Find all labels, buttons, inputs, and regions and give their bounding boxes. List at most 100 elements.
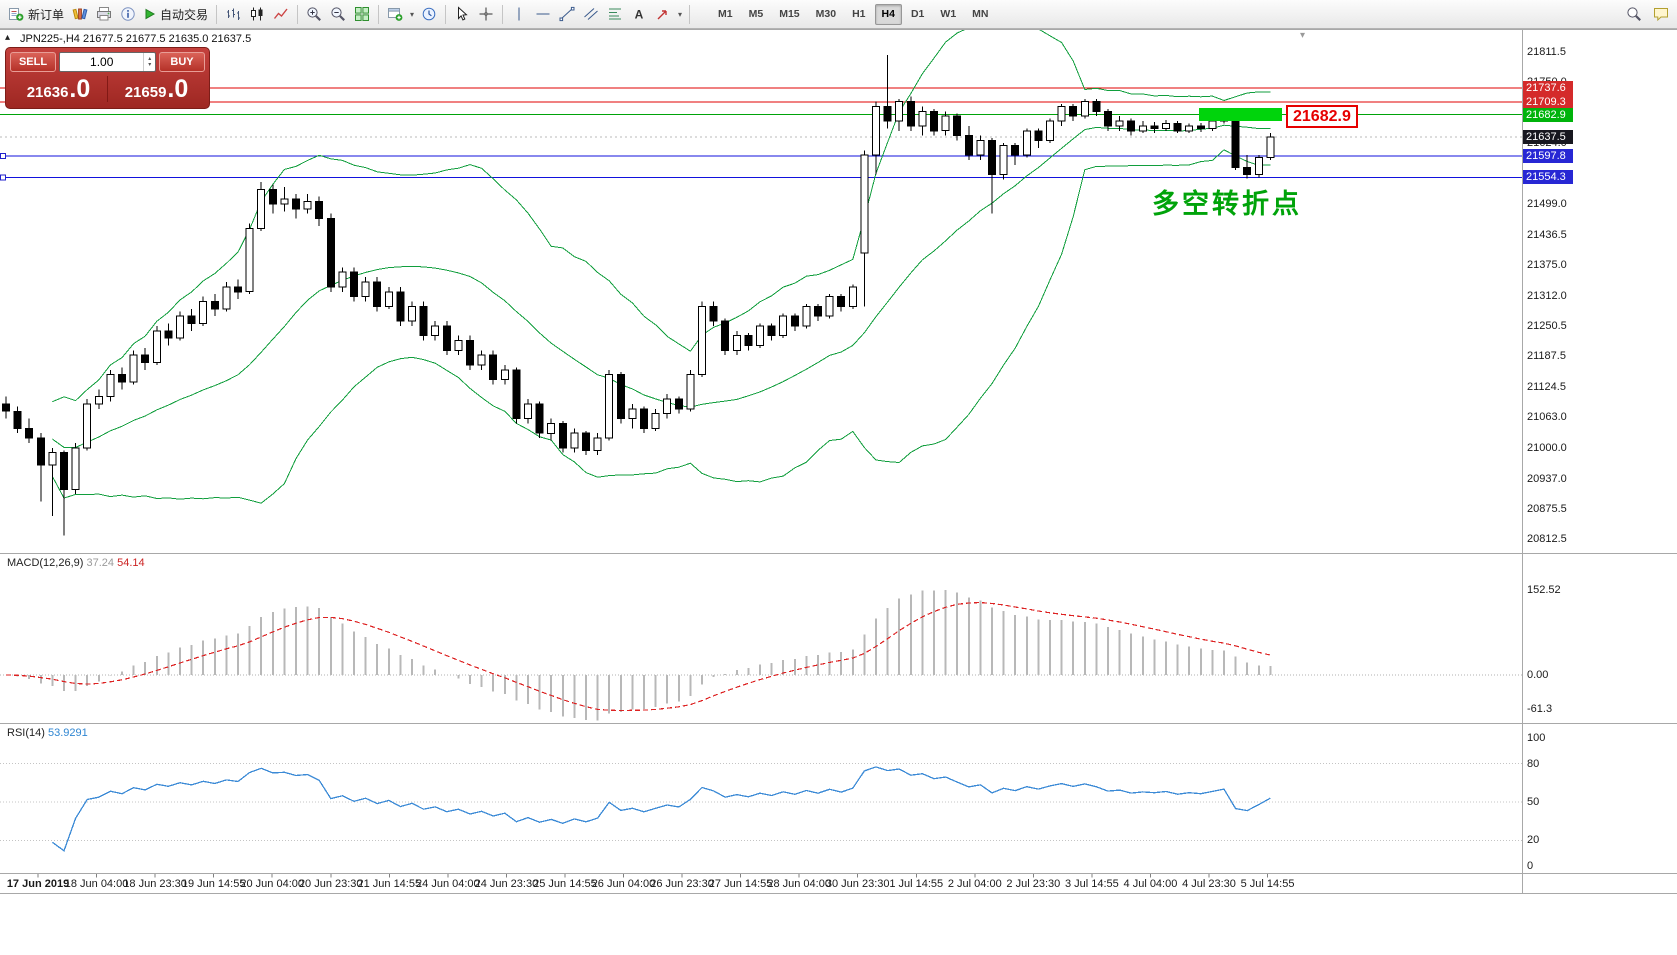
candle-body xyxy=(524,403,532,419)
horizontal-line-tool-icon[interactable] xyxy=(531,3,555,26)
macd-signal-value: 54.14 xyxy=(117,557,145,569)
candle-body xyxy=(1011,144,1020,156)
candle-body xyxy=(964,135,973,156)
search-icon[interactable] xyxy=(1622,3,1646,26)
timeframe-w1-button[interactable]: W1 xyxy=(940,8,957,20)
toolbar-separator xyxy=(689,4,691,24)
line-anchor-handle[interactable] xyxy=(0,174,6,181)
annotation-text: 多空转折点 xyxy=(1152,189,1302,219)
sell-button[interactable]: SELL xyxy=(10,52,56,72)
info-icon[interactable] xyxy=(116,3,140,26)
oneclick-collapse-icon[interactable]: ▴ xyxy=(5,32,11,43)
new-order-button[interactable]: 新订单 xyxy=(4,3,68,26)
arrow-tool-icon[interactable] xyxy=(651,3,675,26)
candle-body xyxy=(767,325,776,337)
toolbar-separator xyxy=(445,4,447,24)
fibonacci-tool-icon[interactable] xyxy=(603,3,627,26)
text-tool-icon[interactable]: A xyxy=(627,3,651,26)
chart-shift-marker-icon[interactable]: ▾ xyxy=(1300,30,1306,41)
line-anchor-handle[interactable] xyxy=(0,153,6,160)
candle-body xyxy=(454,340,463,351)
macd-pane xyxy=(0,590,1522,721)
candlestick-chart-icon[interactable] xyxy=(245,3,269,26)
line-chart-icon[interactable] xyxy=(269,3,293,26)
candle-body xyxy=(83,403,92,449)
rsi-indicator-label: RSI(14) 53.9291 xyxy=(7,727,88,739)
candle-body xyxy=(837,296,846,307)
candle-body xyxy=(999,144,1008,176)
candle-body xyxy=(593,437,602,451)
toolbar: 新订单 自动交易 ▾ A ▾ M1 M5 M15 M30 H1 H4 D1 W1 MN xyxy=(0,0,1677,29)
zoom-in-icon[interactable] xyxy=(302,3,326,26)
timeframe-m30-button[interactable]: M30 xyxy=(815,8,837,20)
price-callout-label: 21682.9 xyxy=(1286,105,1358,128)
price-divider xyxy=(107,76,108,102)
candle-body xyxy=(1092,101,1101,112)
shapes-dropdown-icon[interactable]: ▾ xyxy=(678,9,683,19)
vertical-line-tool-icon[interactable] xyxy=(507,3,531,26)
bar-chart-icon[interactable] xyxy=(221,3,245,26)
candle-body xyxy=(860,154,869,254)
candle-body xyxy=(13,410,22,429)
candle-body xyxy=(489,354,498,381)
new-chart-icon[interactable] xyxy=(383,3,407,26)
volume-spinner[interactable]: ▴ ▾ xyxy=(143,53,155,71)
timeframe-m5-button[interactable]: M5 xyxy=(748,8,764,20)
trendline-tool-icon[interactable] xyxy=(555,3,579,26)
candle-body xyxy=(640,408,648,429)
print-icon[interactable] xyxy=(92,3,116,26)
timeframe-h1-button[interactable]: H1 xyxy=(852,8,866,20)
candle-body xyxy=(245,227,254,293)
cursor-icon[interactable] xyxy=(450,3,474,26)
candle-body xyxy=(234,286,242,293)
volume-up-icon[interactable]: ▴ xyxy=(148,56,152,62)
candle-body xyxy=(1080,101,1089,117)
candle-body xyxy=(1104,110,1112,127)
colors-icon[interactable] xyxy=(68,3,92,26)
candle-body xyxy=(686,374,695,410)
timeframe-d1-button[interactable]: D1 xyxy=(910,8,925,20)
crosshair-icon[interactable] xyxy=(474,3,498,26)
highlight-bar[interactable] xyxy=(1199,108,1282,122)
tile-windows-icon[interactable] xyxy=(350,3,374,26)
buy-button[interactable]: BUY xyxy=(159,52,205,72)
chevron-down-icon[interactable]: ▾ xyxy=(410,9,415,19)
autotrade-button[interactable]: 自动交易 xyxy=(140,3,212,26)
refresh-clock-icon[interactable] xyxy=(417,3,441,26)
candle-body xyxy=(361,281,370,298)
candle-body xyxy=(883,105,892,122)
timeframe-mn-button[interactable]: MN xyxy=(972,8,989,20)
channel-tool-icon[interactable] xyxy=(579,3,603,26)
candle-body xyxy=(1150,125,1159,129)
buy-price[interactable]: 21659 .0 xyxy=(108,76,205,101)
volume-input[interactable] xyxy=(60,53,144,71)
zoom-out-icon[interactable] xyxy=(326,3,350,26)
toolbar-right-group xyxy=(1622,3,1673,26)
one-click-price-row: 21636 .0 21659 .0 xyxy=(10,73,205,105)
candle-body xyxy=(651,413,660,429)
candle-body xyxy=(698,305,706,376)
timeframe-m1-button[interactable]: M1 xyxy=(718,8,733,20)
candle-body xyxy=(941,115,950,132)
candle-body xyxy=(442,325,451,351)
timeframe-m15-button[interactable]: M15 xyxy=(779,8,800,20)
volume-down-icon[interactable]: ▾ xyxy=(148,62,152,68)
candle-body xyxy=(222,286,231,310)
candle-body xyxy=(535,403,544,434)
candle-body xyxy=(303,201,312,210)
candle-body xyxy=(373,281,382,307)
candle-body xyxy=(628,408,637,420)
candle-body xyxy=(895,101,904,122)
bollinger-upper-line xyxy=(52,30,1271,403)
timeframe-h4-button[interactable]: H4 xyxy=(874,3,902,25)
macd-signal-line xyxy=(5,601,1271,712)
chat-icon[interactable] xyxy=(1649,3,1673,26)
autotrade-play-icon xyxy=(144,8,156,20)
candle-body xyxy=(512,369,521,420)
toolbar-separator xyxy=(216,4,218,24)
rsi-value: 53.9291 xyxy=(47,727,88,739)
macd-name: MACD(12,26,9) xyxy=(7,557,84,569)
candle-body xyxy=(1115,120,1124,127)
sell-price[interactable]: 21636 .0 xyxy=(10,76,107,101)
candle-body xyxy=(500,369,509,381)
